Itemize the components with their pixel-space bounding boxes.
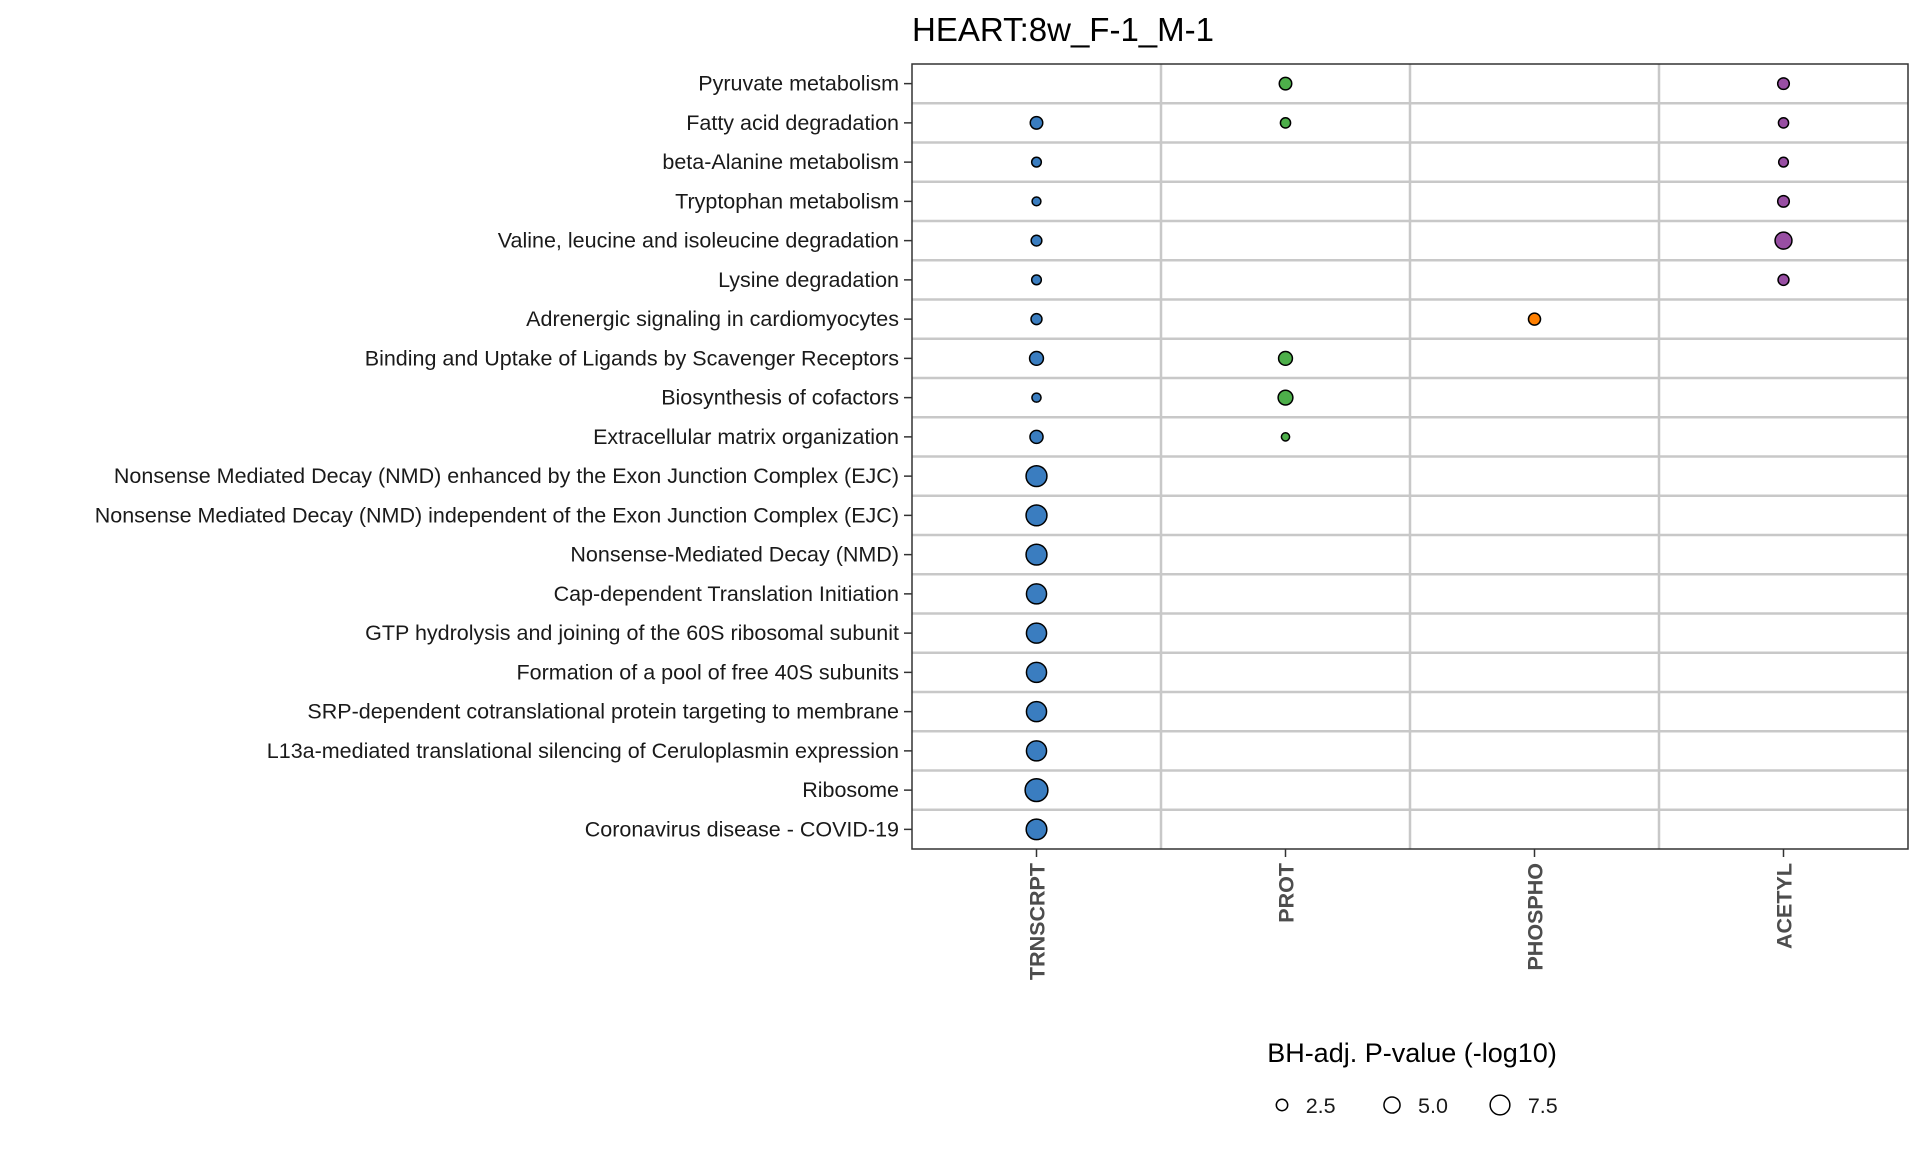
data-point-trnscrpt — [1028, 350, 1045, 367]
data-point-prot — [1277, 350, 1294, 367]
data-point-acetyl — [1776, 77, 1791, 91]
y-tick-label: Cap-dependent Translation Initiation — [554, 582, 899, 606]
y-tick-label: Binding and Uptake of Ligands by Scaveng… — [365, 346, 899, 370]
x-tick-label-phospho: PHOSPHO — [1524, 863, 1548, 971]
data-point-trnscrpt — [1031, 196, 1042, 207]
grid-lines — [912, 64, 1908, 849]
x-tick-label-prot: PROT — [1275, 863, 1299, 923]
legend-size-label: 7.5 — [1528, 1094, 1558, 1118]
size-legend: BH-adj. P-value (-log10) 2.5 5.0 7.5 — [1267, 1038, 1558, 1118]
y-tick-label: Biosynthesis of cofactors — [661, 386, 899, 410]
y-tick-label: Coronavirus disease - COVID-19 — [585, 817, 899, 841]
data-point-prot — [1277, 389, 1294, 406]
data-point-acetyl — [1777, 273, 1790, 287]
data-point-trnscrpt — [1030, 312, 1043, 326]
x-axis: TRNSCRPT PROT PHOSPHO ACETYL — [1026, 849, 1797, 980]
data-point-acetyl — [1774, 231, 1793, 250]
y-tick-label: Tryptophan metabolism — [675, 189, 899, 213]
data-point-trnscrpt — [1025, 661, 1048, 684]
legend-size-key — [1275, 1098, 1289, 1112]
data-point-prot — [1280, 432, 1291, 442]
y-tick-label: Nonsense Mediated Decay (NMD) independen… — [95, 503, 899, 527]
legend-title: BH-adj. P-value (-log10) — [1267, 1038, 1557, 1068]
legend-size-label: 2.5 — [1306, 1094, 1336, 1118]
legend-size-label: 5.0 — [1418, 1094, 1448, 1118]
data-point-acetyl — [1777, 156, 1790, 168]
y-tick-label: beta-Alanine metabolism — [662, 150, 899, 174]
y-tick-label: Formation of a pool of free 40S subunits — [517, 660, 899, 684]
data-point-prot — [1278, 76, 1293, 91]
legend-size-key — [1383, 1096, 1401, 1114]
data-point-trnscrpt — [1030, 156, 1043, 168]
data-point-trnscrpt — [1031, 392, 1042, 403]
y-tick-label: SRP-dependent cotranslational protein ta… — [307, 700, 899, 724]
data-point-trnscrpt — [1025, 818, 1048, 841]
y-tick-label: Valine, leucine and isoleucine degradati… — [498, 229, 899, 253]
y-tick-label: Fatty acid degradation — [686, 111, 899, 135]
data-point-trnscrpt — [1024, 777, 1049, 803]
y-tick-label: Nonsense-Mediated Decay (NMD) — [570, 543, 899, 567]
chart-title: HEART:8w_F-1_M-1 — [912, 11, 1214, 48]
data-point-trnscrpt — [1025, 464, 1048, 488]
data-point-trnscrpt — [1029, 429, 1044, 445]
x-tick-label-trnscrpt: TRNSCRPT — [1026, 863, 1050, 980]
data-point-trnscrpt — [1029, 115, 1044, 130]
data-point-trnscrpt — [1025, 504, 1048, 527]
y-tick-label: Pyruvate metabolism — [698, 72, 899, 96]
data-point-acetyl — [1777, 117, 1790, 129]
data-point-prot — [1279, 117, 1292, 129]
data-points — [1024, 76, 1793, 841]
y-tick-label: Nonsense Mediated Decay (NMD) enhanced b… — [114, 464, 899, 488]
plot-panel-border — [911, 63, 1909, 850]
data-point-trnscrpt — [1025, 700, 1048, 723]
data-point-trnscrpt — [1025, 740, 1048, 762]
y-tick-label: Lysine degradation — [718, 268, 899, 292]
data-point-trnscrpt — [1025, 622, 1048, 644]
data-point-trnscrpt — [1025, 543, 1048, 566]
data-point-phospho — [1527, 312, 1542, 326]
data-point-trnscrpt — [1025, 583, 1048, 605]
y-tick-label: L13a-mediated translational silencing of… — [267, 739, 899, 763]
legend-size-key — [1489, 1094, 1511, 1116]
y-tick-label: GTP hydrolysis and joining of the 60S ri… — [365, 621, 899, 645]
x-tick-label-acetyl: ACETYL — [1773, 863, 1797, 949]
y-tick-label: Adrenergic signaling in cardiomyocytes — [526, 307, 899, 331]
data-point-trnscrpt — [1030, 274, 1043, 286]
data-point-trnscrpt — [1030, 234, 1043, 247]
y-tick-label: Ribosome — [802, 778, 899, 802]
y-tick-label: Extracellular matrix organization — [593, 425, 899, 449]
data-point-acetyl — [1776, 194, 1791, 208]
y-axis: Pyruvate metabolism Fatty acid degradatio… — [95, 72, 912, 841]
